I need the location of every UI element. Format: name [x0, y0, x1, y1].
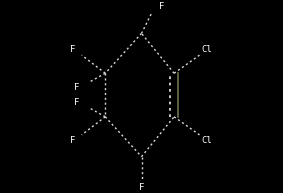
Text: F: F	[159, 2, 164, 11]
Text: F: F	[139, 183, 144, 192]
Text: F: F	[70, 136, 75, 145]
Text: F: F	[74, 83, 79, 92]
Text: F: F	[74, 98, 79, 107]
Text: Cl: Cl	[201, 45, 212, 54]
Text: F: F	[70, 45, 75, 54]
Text: Cl: Cl	[201, 136, 212, 145]
